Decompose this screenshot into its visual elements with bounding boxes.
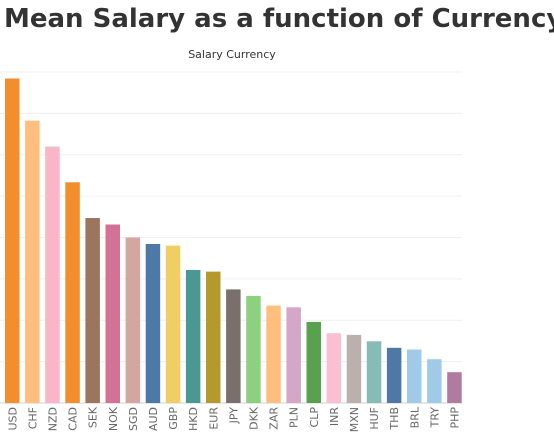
x-tick-inr: INR [328,407,341,426]
bar-usd[interactable] [5,78,20,404]
bar-dkk[interactable] [246,295,261,403]
bar-nok[interactable] [105,224,121,404]
bar-try[interactable] [427,359,442,403]
bar-cad[interactable] [65,182,80,403]
x-tick-dkk: DKK [248,406,261,430]
bar-inr[interactable] [326,333,342,403]
x-tick-cad: CAD [67,407,80,431]
bar-chf[interactable] [25,120,40,403]
bar-hkd[interactable] [185,270,201,403]
x-tick-mxn: MXN [348,407,361,432]
x-tick-nok: NOK [107,406,120,431]
bar-gbp[interactable] [165,245,181,403]
x-tick-php: PHP [449,407,462,429]
bar-thb[interactable] [386,347,402,403]
chart-title: Mean Salary as a function of Currency [4,4,554,34]
bars [5,78,462,404]
bar-php[interactable] [447,372,462,403]
x-tick-labels: USD CHF NZD CAD SEK NOK SGD AUD GBP HKD EUR JPY DKK Z… [6,406,461,432]
bar-jpy[interactable] [226,289,241,403]
bar-mxn[interactable] [346,334,362,403]
bar-pln[interactable] [286,307,301,403]
x-tick-eur: EUR [207,407,220,430]
x-tick-nzd: NZD [47,407,60,431]
x-tick-jpy: JPY [227,407,240,425]
x-tick-clp: CLP [308,407,321,428]
x-tick-hkd: HKD [187,407,200,431]
bar-sek[interactable] [85,218,100,403]
x-tick-try: TRY [428,407,441,429]
x-tick-zar: ZAR [268,407,281,430]
x-tick-pln: PLN [288,407,301,428]
bar-brl[interactable] [407,349,422,404]
bar-zar[interactable] [266,305,281,403]
bar-clp[interactable] [306,321,322,403]
x-tick-thb: THB [388,407,401,431]
bar-huf[interactable] [366,341,382,403]
x-tick-sek: SEK [87,406,100,428]
bar-sgd[interactable] [125,237,141,404]
x-tick-usd: USD [6,407,19,431]
x-tick-chf: CHF [26,407,39,429]
x-tick-gbp: GBP [167,407,180,430]
bar-aud[interactable] [145,244,161,403]
x-tick-sgd: SGD [127,407,140,431]
x-tick-brl: BRL [408,406,421,428]
column-header: Salary Currency [188,48,276,61]
x-tick-huf: HUF [368,407,381,430]
x-tick-aud: AUD [147,407,160,431]
bar-nzd[interactable] [45,146,60,403]
bar-eur[interactable] [206,271,221,403]
